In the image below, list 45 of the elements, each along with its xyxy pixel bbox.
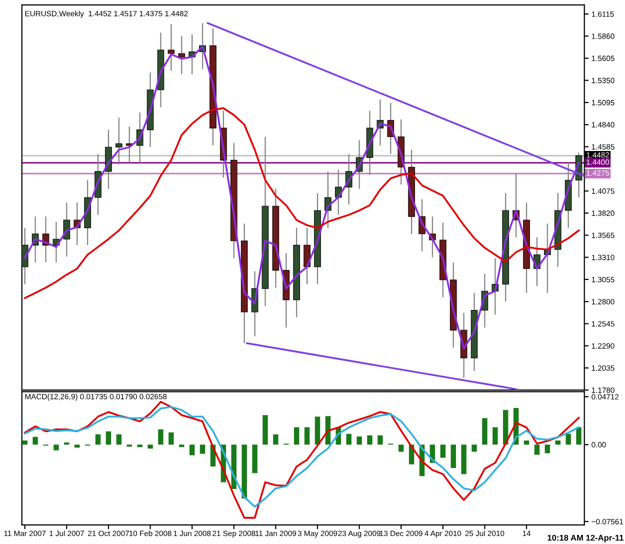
- bar: [314, 416, 320, 445]
- bar: [482, 418, 488, 445]
- bar: [398, 444, 404, 452]
- bar: [148, 444, 153, 449]
- line-series: [24, 107, 580, 299]
- bar: [524, 440, 530, 445]
- bar: [137, 444, 142, 448]
- bar: [461, 444, 466, 474]
- candlestick: [178, 36, 186, 75]
- bar: [492, 427, 498, 445]
- bar: [95, 434, 101, 445]
- bar: [242, 444, 247, 499]
- candlestick: [116, 117, 122, 166]
- bar: [74, 444, 80, 448]
- candlestick: [168, 23, 175, 72]
- bar: [472, 444, 477, 452]
- candlestick: [63, 202, 70, 258]
- bar: [179, 444, 184, 448]
- bar: [168, 432, 174, 445]
- bar: [158, 429, 164, 445]
- bar: [106, 431, 112, 445]
- bar: [22, 440, 28, 445]
- bar: [54, 444, 59, 450]
- bar: [566, 434, 571, 445]
- bar: [32, 436, 38, 445]
- bar: [555, 440, 560, 445]
- bar: [544, 444, 550, 454]
- bar: [200, 444, 206, 454]
- bar: [273, 434, 278, 445]
- text: 10:18 AM 12-Apr-11: [548, 534, 624, 542]
- bar: [346, 434, 352, 445]
- bar: [534, 444, 540, 455]
- bar: [252, 444, 258, 474]
- bar: [450, 444, 456, 468]
- bar: [576, 427, 582, 445]
- bar: [378, 435, 383, 445]
- bar: [189, 444, 195, 456]
- bar: [304, 427, 310, 445]
- bar: [116, 434, 122, 445]
- candlestick: [304, 227, 310, 285]
- bar: [440, 444, 446, 458]
- bar: [367, 435, 372, 445]
- bar: [356, 436, 362, 445]
- bar: [262, 415, 268, 445]
- bar: [294, 427, 300, 445]
